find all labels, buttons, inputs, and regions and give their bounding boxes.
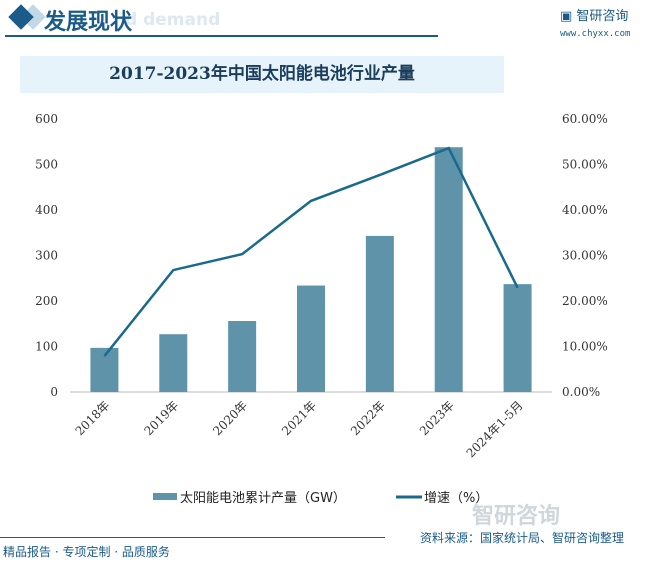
x-tick-label: 2023年 [417, 398, 457, 438]
y-tick-left: 300 [35, 249, 58, 263]
section-title: 发展现状 [44, 10, 133, 35]
x-tick-label: 2022年 [348, 398, 388, 438]
bar [503, 284, 532, 392]
y-tick-right: 30.00% [562, 249, 608, 263]
chart-title-box [20, 56, 504, 93]
legend-bar-label: 太阳能电池累计产量（GW） [180, 491, 346, 506]
legend-bar-swatch [153, 493, 177, 500]
y-tick-right: 10.00% [562, 340, 608, 354]
footer-divider [0, 537, 385, 538]
bar [365, 235, 394, 392]
bar [297, 285, 325, 392]
y-tick-left: 500 [35, 158, 58, 172]
header-ghost-text: d demand [125, 10, 221, 30]
logo-text: 智研咨询 [576, 9, 629, 24]
x-tick-label: 2020年 [210, 398, 250, 438]
y-tick-left: 400 [35, 203, 58, 217]
header-divider [5, 35, 438, 37]
logo: ▣ 智研咨询 [560, 5, 628, 24]
chart-title: 2017-2023年中国太阳能电池行业产量 [109, 64, 415, 84]
y-tick-left: 600 [35, 112, 58, 126]
y-tick-right: 20.00% [562, 294, 608, 308]
x-tick-label: 2024年1-5月 [464, 398, 526, 460]
source-note: 资料来源：国家统计局、智研咨询整理 [420, 531, 625, 545]
x-tick-label: 2021年 [279, 398, 319, 438]
watermark: 智研咨询 [472, 504, 561, 529]
bar [159, 334, 188, 392]
legend-line-label: 增速（%） [424, 491, 488, 506]
bar [434, 147, 463, 392]
y-tick-left: 0 [50, 385, 58, 399]
x-tick-label: 2018年 [73, 398, 113, 438]
y-tick-right: 0.00% [562, 385, 600, 399]
x-tick-label: 2019年 [141, 398, 181, 438]
y-tick-left: 100 [35, 340, 58, 354]
bar [228, 321, 257, 392]
footer-slogan: 精品报告 · 专项定制 · 品质服务 [3, 545, 170, 559]
logo-url: www.chyxx.com [560, 29, 631, 39]
logo-icon: ▣ [560, 9, 577, 24]
y-tick-left: 200 [35, 294, 58, 308]
y-tick-right: 60.00% [562, 112, 608, 126]
y-tick-right: 50.00% [562, 158, 608, 172]
y-tick-right: 40.00% [562, 203, 608, 217]
